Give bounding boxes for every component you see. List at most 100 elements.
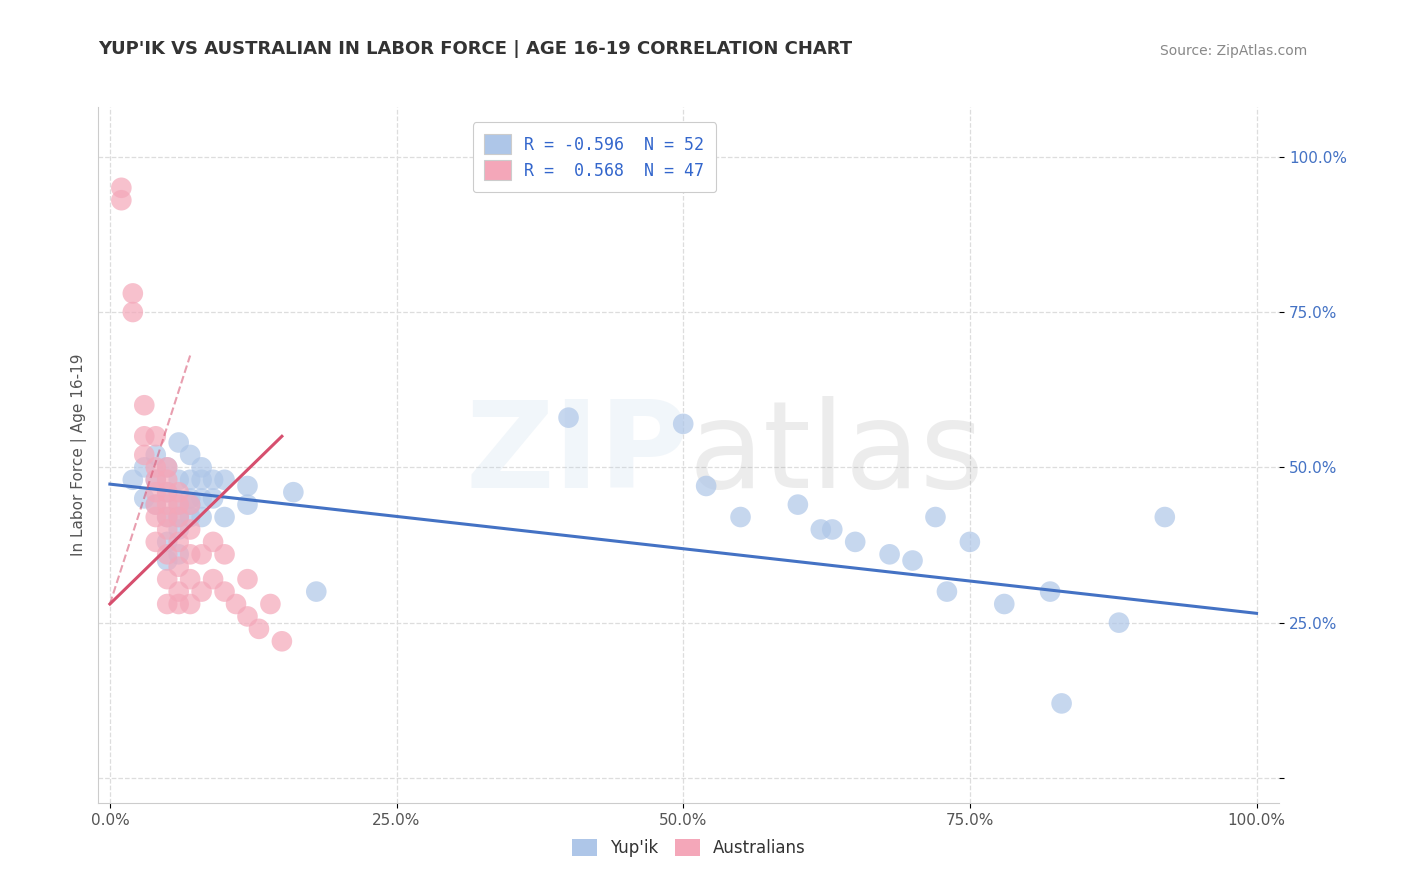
Point bbox=[214, 547, 236, 561]
Point bbox=[167, 485, 190, 500]
Point bbox=[156, 485, 179, 500]
Point bbox=[179, 597, 201, 611]
Point bbox=[156, 597, 179, 611]
Point bbox=[179, 547, 201, 561]
Point bbox=[145, 429, 167, 443]
Point bbox=[167, 498, 190, 512]
Point bbox=[695, 479, 717, 493]
Point bbox=[110, 181, 132, 195]
Point bbox=[190, 584, 212, 599]
Point bbox=[179, 510, 201, 524]
Point bbox=[202, 491, 225, 506]
Point bbox=[167, 547, 190, 561]
Point bbox=[145, 534, 167, 549]
Point bbox=[236, 572, 259, 586]
Point bbox=[179, 498, 201, 512]
Point bbox=[121, 473, 143, 487]
Point bbox=[959, 534, 981, 549]
Point bbox=[145, 460, 167, 475]
Point bbox=[145, 448, 167, 462]
Point bbox=[1108, 615, 1130, 630]
Point bbox=[145, 510, 167, 524]
Point bbox=[167, 435, 190, 450]
Text: YUP'IK VS AUSTRALIAN IN LABOR FORCE | AGE 16-19 CORRELATION CHART: YUP'IK VS AUSTRALIAN IN LABOR FORCE | AG… bbox=[98, 40, 852, 58]
Point bbox=[993, 597, 1015, 611]
Point bbox=[179, 572, 201, 586]
Point bbox=[214, 510, 236, 524]
Point bbox=[156, 572, 179, 586]
Point bbox=[167, 559, 190, 574]
Point bbox=[156, 547, 179, 561]
Point bbox=[167, 498, 190, 512]
Point bbox=[156, 460, 179, 475]
Point bbox=[134, 448, 156, 462]
Point bbox=[202, 534, 225, 549]
Point bbox=[110, 193, 132, 207]
Point bbox=[179, 523, 201, 537]
Point bbox=[179, 448, 201, 462]
Point bbox=[121, 305, 143, 319]
Point bbox=[145, 473, 167, 487]
Point bbox=[236, 609, 259, 624]
Point bbox=[134, 460, 156, 475]
Point bbox=[1050, 697, 1073, 711]
Point bbox=[179, 491, 201, 506]
Point bbox=[270, 634, 292, 648]
Point bbox=[134, 491, 156, 506]
Point bbox=[190, 473, 212, 487]
Point bbox=[924, 510, 946, 524]
Y-axis label: In Labor Force | Age 16-19: In Labor Force | Age 16-19 bbox=[72, 353, 87, 557]
Point bbox=[214, 584, 236, 599]
Point bbox=[145, 473, 167, 487]
Point bbox=[305, 584, 328, 599]
Point bbox=[190, 547, 212, 561]
Point bbox=[121, 286, 143, 301]
Point bbox=[167, 584, 190, 599]
Point bbox=[879, 547, 901, 561]
Point bbox=[167, 473, 190, 487]
Point bbox=[202, 572, 225, 586]
Point bbox=[156, 523, 179, 537]
Point bbox=[236, 479, 259, 493]
Point bbox=[236, 498, 259, 512]
Text: Source: ZipAtlas.com: Source: ZipAtlas.com bbox=[1160, 44, 1308, 58]
Point bbox=[156, 510, 179, 524]
Point bbox=[283, 485, 305, 500]
Point bbox=[179, 473, 201, 487]
Point bbox=[145, 485, 167, 500]
Point bbox=[167, 597, 190, 611]
Point bbox=[145, 498, 167, 512]
Point bbox=[156, 498, 179, 512]
Point bbox=[190, 491, 212, 506]
Point bbox=[134, 429, 156, 443]
Point bbox=[156, 553, 179, 567]
Point bbox=[247, 622, 270, 636]
Point bbox=[156, 460, 179, 475]
Text: ZIP: ZIP bbox=[465, 396, 689, 514]
Point bbox=[786, 498, 808, 512]
Point bbox=[145, 498, 167, 512]
Point bbox=[167, 510, 190, 524]
Point bbox=[156, 510, 179, 524]
Text: atlas: atlas bbox=[689, 396, 984, 514]
Point bbox=[844, 534, 866, 549]
Point bbox=[810, 523, 832, 537]
Point bbox=[167, 534, 190, 549]
Point bbox=[190, 510, 212, 524]
Point bbox=[167, 523, 190, 537]
Point bbox=[1153, 510, 1175, 524]
Point bbox=[730, 510, 752, 524]
Point bbox=[672, 417, 695, 431]
Point bbox=[259, 597, 281, 611]
Point bbox=[225, 597, 247, 611]
Legend: Yup'ik, Australians: Yup'ik, Australians bbox=[565, 832, 813, 864]
Point bbox=[821, 523, 844, 537]
Point bbox=[179, 498, 201, 512]
Point bbox=[156, 534, 179, 549]
Point bbox=[156, 473, 179, 487]
Point bbox=[214, 473, 236, 487]
Point bbox=[1039, 584, 1062, 599]
Point bbox=[557, 410, 579, 425]
Point bbox=[190, 460, 212, 475]
Point bbox=[901, 553, 924, 567]
